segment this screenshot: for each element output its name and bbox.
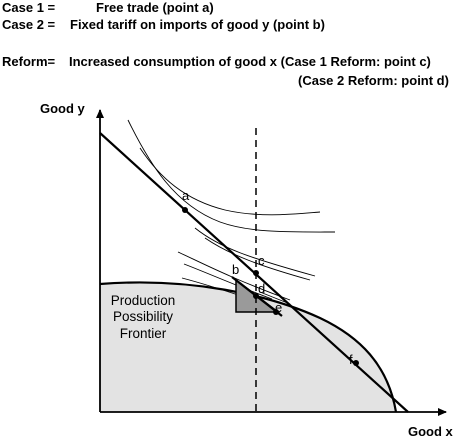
reform-text-case2: (Case 2 Reform: point d) [298, 73, 449, 88]
point-d-marker [253, 293, 259, 299]
point-a-marker [182, 207, 188, 213]
point-e-label: e [275, 300, 282, 315]
case1-label: Case 1 = [2, 0, 56, 15]
x-axis-label: Good x [408, 424, 454, 439]
point-f-label: f [349, 352, 353, 367]
ppf-label-line2: Possibility [113, 309, 173, 324]
indifference-curve [139, 147, 321, 216]
indifference-curve [194, 227, 316, 277]
reform-label: Reform= [2, 54, 56, 69]
ppf-label-line1: Production [111, 293, 176, 308]
indifference-curve [183, 263, 273, 300]
ppf-region [100, 282, 396, 412]
y-axis-label: Good y [40, 101, 86, 116]
indifference-curve [204, 237, 311, 281]
point-b-label: b [232, 262, 239, 277]
ppf-label-line3: Frontier [120, 326, 167, 341]
reform-text: Increased consumption of good x (Case 1 … [69, 54, 431, 69]
case1-text: Free trade (point a) [96, 0, 214, 15]
point-c-label: c [258, 253, 265, 268]
case2-label: Case 2 = [2, 17, 56, 32]
case2-text: Fixed tariff on imports of good y (point… [70, 17, 325, 32]
point-f-marker [353, 360, 359, 366]
indifference-curve [177, 251, 291, 301]
ppf-curve [99, 281, 398, 413]
point-c-marker [253, 270, 259, 276]
point-e-marker [273, 309, 279, 315]
indifference-curve [259, 291, 291, 305]
point-d-label: d [258, 281, 265, 296]
point-a-label: a [182, 188, 190, 203]
indifference-curve [127, 119, 336, 233]
